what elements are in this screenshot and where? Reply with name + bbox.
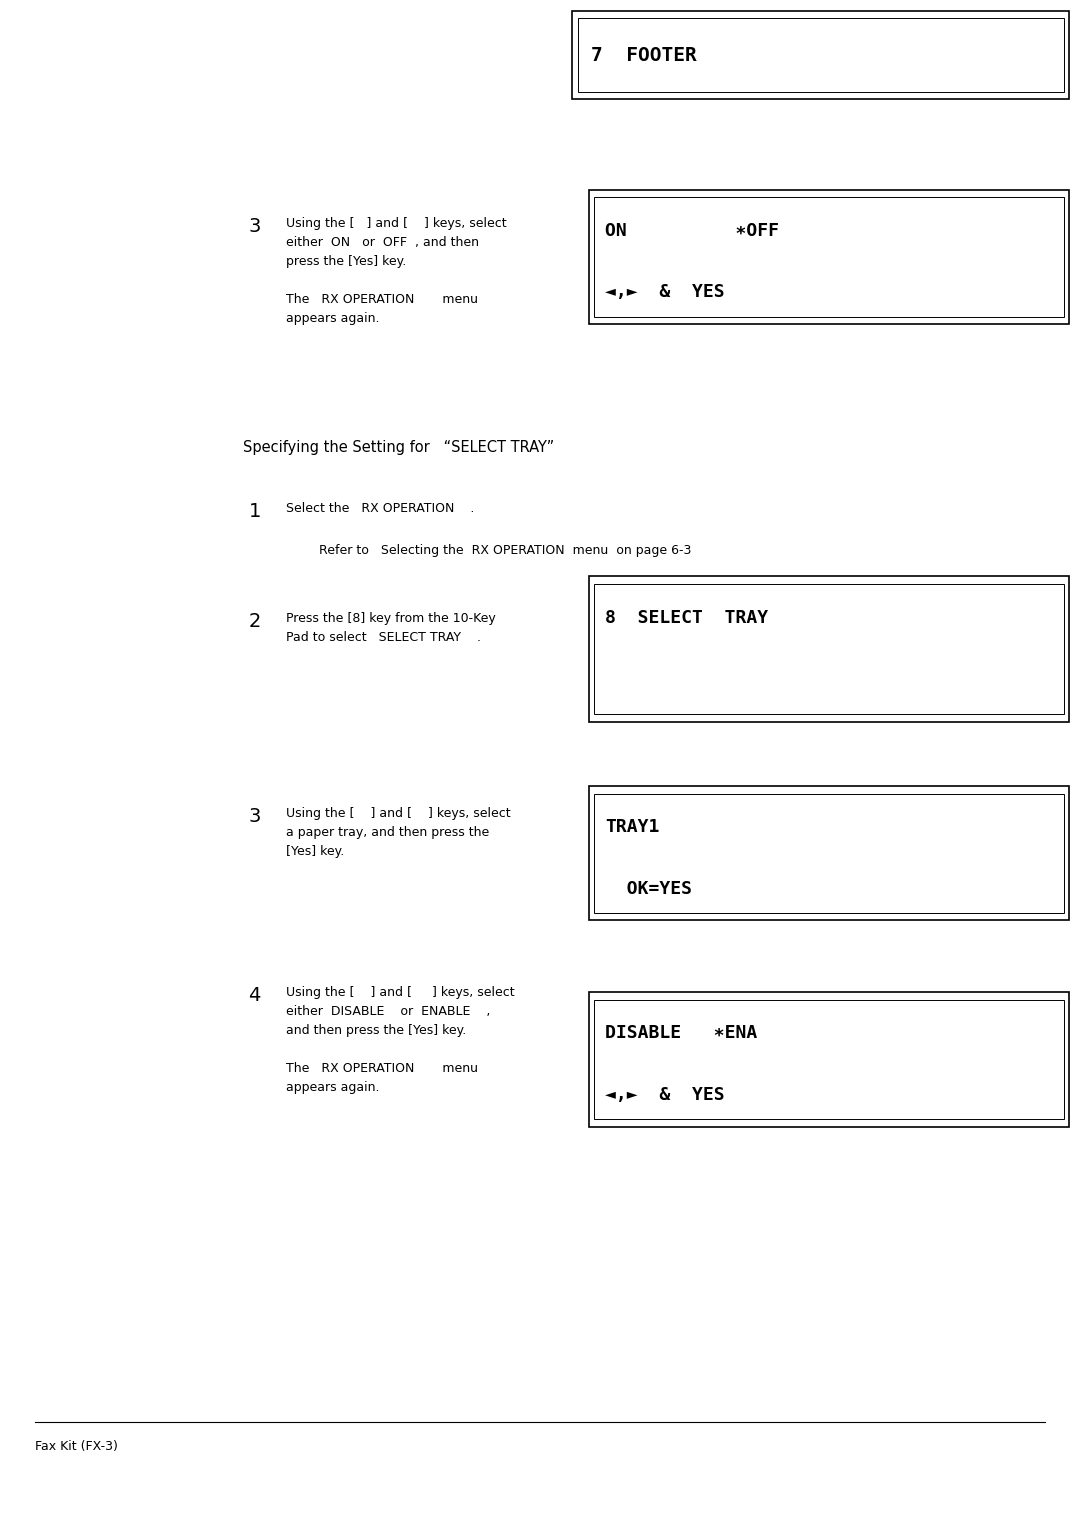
Text: ◄,►  &  YES: ◄,► & YES [605,1086,725,1104]
Bar [589,992,1069,1127]
Text: 7  FOOTER: 7 FOOTER [591,46,697,64]
Bar [589,576,1069,722]
Text: DISABLE   ∗ENA: DISABLE ∗ENA [605,1024,757,1043]
Text: ◄,►  &  YES: ◄,► & YES [605,283,725,301]
Bar [594,197,1064,317]
Text: OK=YES: OK=YES [605,879,692,898]
Text: 2: 2 [248,612,260,630]
Text: Using the [    ] and [    ] keys, select
a paper tray, and then press the
[Yes] : Using the [ ] and [ ] keys, select a pap… [286,807,511,858]
Text: TRAY1: TRAY1 [605,818,659,836]
Text: Using the [   ] and [    ] keys, select
either  ON   or  OFF  , and then
press t: Using the [ ] and [ ] keys, select eithe… [286,217,507,326]
Text: ON          ∗OFF: ON ∗OFF [605,222,779,240]
Text: Fax Kit (FX-3): Fax Kit (FX-3) [35,1440,118,1454]
Bar [594,794,1064,913]
Text: Specifying the Setting for   “SELECT TRAY”: Specifying the Setting for “SELECT TRAY” [243,440,554,456]
Text: 1: 1 [248,502,260,520]
Text: Press the [8] key from the 10-Key
Pad to select   SELECT TRAY    .: Press the [8] key from the 10-Key Pad to… [286,612,496,644]
Text: 3: 3 [248,807,260,826]
Text: 4: 4 [248,986,260,1005]
Text: 8  SELECT  TRAY: 8 SELECT TRAY [605,609,768,627]
Bar [578,18,1064,92]
Bar [572,11,1069,99]
Text: 3: 3 [248,217,260,235]
Bar [594,1000,1064,1119]
Bar [594,584,1064,714]
Bar [589,786,1069,920]
Text: Refer to   Selecting the  RX OPERATION  menu  on page 6-3: Refer to Selecting the RX OPERATION menu… [319,544,691,558]
Text: Using the [    ] and [     ] keys, select
either  DISABLE    or  ENABLE    ,
and: Using the [ ] and [ ] keys, select eithe… [286,986,515,1095]
Bar [589,190,1069,324]
Text: Select the   RX OPERATION    .: Select the RX OPERATION . [286,502,474,515]
